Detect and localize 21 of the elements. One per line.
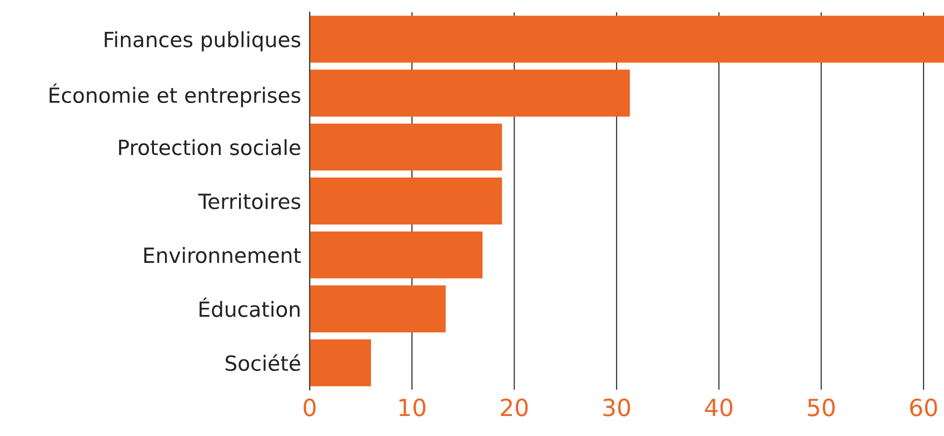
x-tick-label: 10	[400, 398, 426, 416]
bar	[310, 16, 944, 63]
y-tick-label: Environnement	[144, 247, 301, 264]
x-tick-label: 20	[500, 398, 528, 416]
y-tick-label: Protection sociale	[119, 139, 300, 156]
bar	[310, 124, 502, 171]
x-tick-label: 30	[603, 398, 630, 416]
y-tick-label: Territoires	[198, 193, 300, 210]
bar	[310, 178, 502, 224]
y-tick-label: Société	[226, 354, 300, 372]
x-tick-label: 40	[705, 398, 732, 416]
x-tick-label: 60	[910, 398, 937, 416]
x-tick-label: 50	[808, 398, 835, 416]
y-tick-label: Économie et entreprises	[50, 83, 300, 108]
y-tick-label: Finances publiques	[104, 31, 300, 52]
bar	[310, 231, 483, 278]
bar	[310, 70, 630, 117]
bar	[310, 339, 372, 386]
x-tick-label: 0	[304, 398, 316, 416]
bar	[310, 285, 446, 332]
y-tick-label: Éducation	[200, 298, 300, 318]
